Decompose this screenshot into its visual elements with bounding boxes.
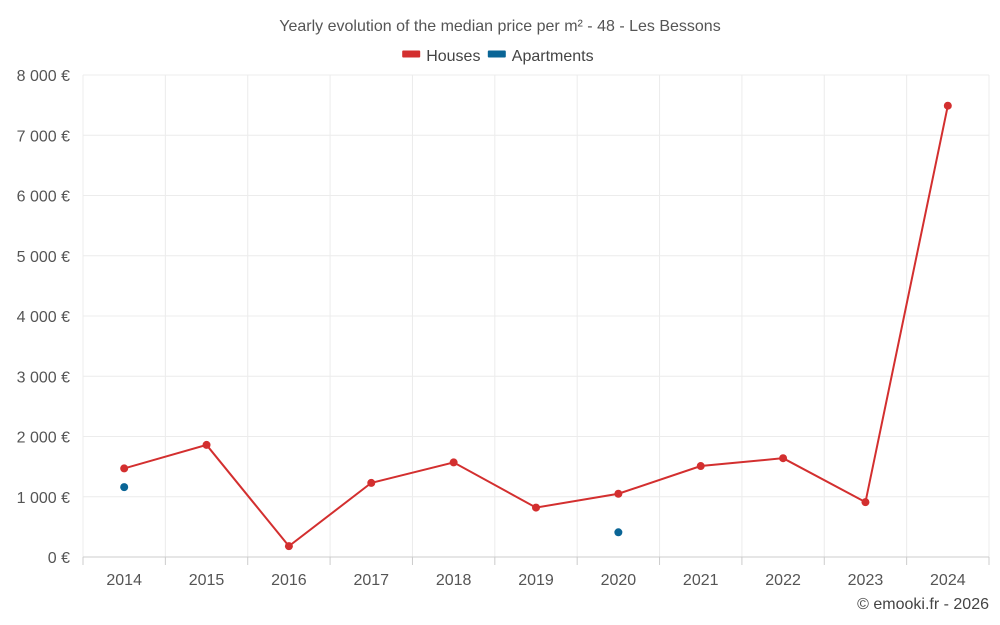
data-point-houses[interactable] (120, 464, 129, 473)
data-point-apartments[interactable] (120, 483, 129, 492)
x-tick-label: 2020 (601, 572, 637, 589)
x-tick-label: 2015 (189, 572, 225, 589)
x-tick-label: 2014 (106, 572, 142, 589)
y-tick-label: 0 € (48, 550, 70, 567)
x-tick-label: 2016 (271, 572, 307, 589)
credit-text: © emooki.fr - 2026 (857, 596, 989, 613)
data-point-houses[interactable] (532, 503, 540, 512)
x-tick-label: 2017 (353, 572, 389, 589)
x-tick-label: 2023 (848, 572, 884, 589)
y-tick-label: 5 000 € (17, 249, 70, 266)
legend-item-houses[interactable]: Houses (402, 48, 480, 65)
y-tick-label: 6 000 € (17, 189, 70, 206)
data-point-houses[interactable] (861, 498, 870, 507)
data-point-houses[interactable] (779, 454, 788, 463)
data-point-apartments[interactable] (614, 528, 623, 537)
legend-item-apartments[interactable]: Apartments (487, 48, 594, 65)
y-tick-label: 1 000 € (17, 490, 70, 507)
data-point-houses[interactable] (943, 101, 952, 110)
grid (82, 74, 990, 557)
y-tick-label: 7 000 € (17, 128, 70, 145)
series (120, 101, 952, 551)
x-tick-label: 2018 (436, 572, 472, 589)
y-tick-label: 4 000 € (17, 309, 70, 326)
data-point-houses[interactable] (449, 458, 458, 467)
legend: Houses Apartments (402, 48, 594, 65)
x-tick-label: 2024 (930, 572, 966, 589)
data-point-houses[interactable] (367, 478, 376, 487)
legend-swatch (487, 50, 506, 58)
axes: 0 € 1 000 € 2 000 € 3 000 € 4 000 € 5 000 € 6 … (17, 68, 990, 589)
data-point-houses[interactable] (696, 462, 705, 471)
y-tick-label: 3 000 € (17, 369, 70, 386)
x-tick-label: 2022 (765, 572, 801, 589)
x-tick-label: 2019 (518, 572, 554, 589)
y-tick-label: 2 000 € (17, 430, 70, 447)
legend-label: Apartments (512, 48, 594, 65)
y-tick-label: 8 000 € (17, 68, 70, 85)
data-point-houses[interactable] (284, 542, 293, 551)
legend-label: Houses (426, 48, 480, 65)
legend-swatch (402, 50, 421, 58)
data-point-houses[interactable] (202, 440, 211, 449)
data-point-houses[interactable] (614, 489, 623, 498)
x-tick-label: 2021 (683, 572, 719, 589)
chart-title: Yearly evolution of the median price per… (279, 18, 720, 35)
